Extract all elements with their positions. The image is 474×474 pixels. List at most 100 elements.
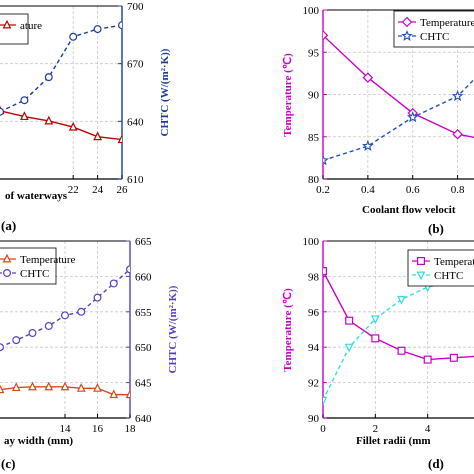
y2-axis-label: CHTC (W/(m²·K)) <box>159 48 171 136</box>
y-tick-label: 94 <box>308 342 320 354</box>
data-point <box>20 96 29 105</box>
legend: Temperature CHTC <box>0 247 76 285</box>
y-tick-label: 95 <box>308 47 320 59</box>
legend-box <box>0 247 57 285</box>
legend-box <box>393 10 474 48</box>
x-axis-label: ay width (mm) <box>4 435 73 447</box>
y-tick-label: 85 <box>308 132 320 144</box>
series-chtc <box>323 278 474 406</box>
x-tick-label: 0.8 <box>451 184 465 196</box>
legend-label: ature <box>20 20 42 32</box>
y-tick-label: 100 <box>303 5 320 17</box>
series-temperature <box>323 267 474 364</box>
panel-label: (a) <box>1 218 16 233</box>
y-tick-label: 90 <box>308 90 320 102</box>
data-point <box>370 315 380 325</box>
data-point <box>69 32 78 41</box>
y2-tick-label: 610 <box>127 174 144 186</box>
y2-tick-label: 655 <box>135 307 152 319</box>
legend-marker <box>417 257 426 266</box>
data-point <box>0 107 4 116</box>
data-point <box>93 293 102 302</box>
data-point <box>109 279 118 288</box>
legend: Temperature CHTC <box>407 249 474 287</box>
x-tick-label: 22 <box>68 184 79 196</box>
series-temperature <box>323 30 474 140</box>
y-tick-label: 92 <box>308 378 319 390</box>
legend-box <box>0 13 29 45</box>
x-tick-label: 2 <box>373 423 379 435</box>
chart-panel-b: 0.2 0.4 0.6 0.8 80 85 90 95 100 Temperature CHTC Co… <box>282 5 474 236</box>
data-point <box>117 134 122 144</box>
y2-tick-label: 665 <box>135 236 152 248</box>
data-point <box>28 329 37 338</box>
panel-label: (c) <box>1 456 15 471</box>
x-tick-label: 16 <box>92 423 104 435</box>
y2-tick-label: 650 <box>135 342 152 354</box>
data-point <box>323 154 329 166</box>
panel-label: (d) <box>428 456 444 471</box>
y2-tick-label: 660 <box>135 271 152 283</box>
legend: Temperature CHTC <box>393 10 474 48</box>
x-tick-label: 0.6 <box>406 184 420 196</box>
y-axis-label: Temperature (℃) <box>282 53 294 137</box>
data-point <box>323 396 328 406</box>
data-point <box>28 381 37 391</box>
data-point <box>371 334 380 343</box>
series-1 <box>0 21 122 116</box>
data-point <box>345 316 354 325</box>
series-line <box>0 110 122 141</box>
data-point <box>11 382 21 392</box>
data-point <box>93 25 102 34</box>
data-point <box>323 267 328 276</box>
legend-marker <box>2 253 12 263</box>
y-tick-label: 80 <box>308 174 320 186</box>
x-tick-label: 24 <box>92 184 104 196</box>
legend-label: Temperature <box>434 256 474 268</box>
data-point <box>20 111 29 121</box>
series-line <box>323 34 474 139</box>
data-point <box>44 321 53 330</box>
data-point <box>125 389 130 399</box>
y-tick-label: 96 <box>308 307 320 319</box>
y2-tick-label: 640 <box>135 413 152 425</box>
series-line <box>323 78 474 162</box>
data-point <box>109 389 119 399</box>
x-tick-label: 0.2 <box>316 184 330 196</box>
legend-marker <box>2 269 12 278</box>
series-temperature <box>0 381 130 399</box>
series-line <box>0 24 122 113</box>
data-point <box>362 72 374 83</box>
legend-label: Temperature <box>20 254 76 266</box>
y-axis-label: Temperature (℃) <box>282 288 294 372</box>
data-point <box>93 131 102 141</box>
legend-label: Temperature <box>420 17 474 29</box>
data-point <box>126 265 130 274</box>
data-point <box>60 381 70 391</box>
data-point <box>76 383 86 392</box>
y2-tick-label: 640 <box>127 116 144 128</box>
x-tick-label: 26 <box>117 184 129 196</box>
legend-marker <box>2 19 12 29</box>
series-chtc <box>323 78 474 166</box>
data-point <box>68 121 78 131</box>
y2-tick-label: 700 <box>127 1 144 13</box>
data-point <box>423 355 432 364</box>
legend-marker <box>401 16 413 28</box>
x-tick-label: 0 <box>320 423 326 435</box>
legend-marker <box>401 29 413 41</box>
y-tick-label: 90 <box>308 413 320 425</box>
data-point <box>344 343 354 353</box>
y2-tick-label: 645 <box>135 378 152 390</box>
data-point <box>118 21 122 30</box>
data-point <box>44 115 54 125</box>
series-chtc <box>0 265 130 352</box>
x-tick-label: 18 <box>125 423 137 435</box>
data-point <box>0 384 5 394</box>
data-point <box>60 311 69 320</box>
x-tick-label: 14 <box>60 423 72 435</box>
series-0 <box>0 105 122 144</box>
legend-box <box>407 249 474 287</box>
